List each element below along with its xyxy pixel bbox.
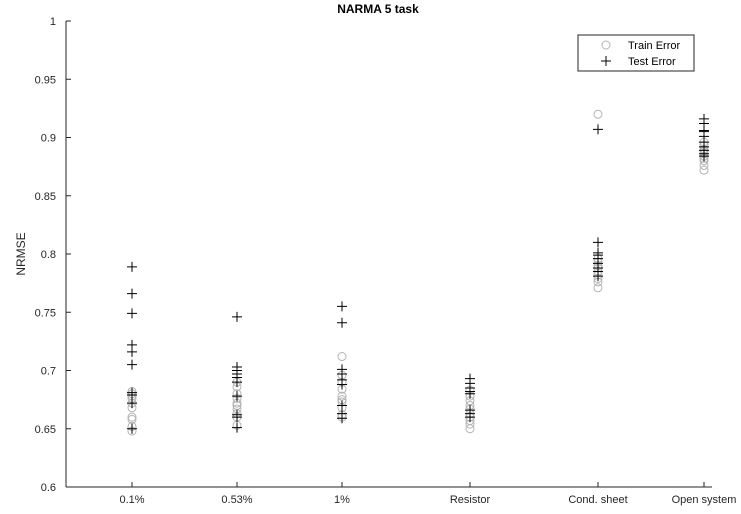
test-error-point [337,317,347,328]
x-tick-label: 1% [334,494,350,506]
y-tick-label: 0.75 [35,307,56,319]
test-error-point [699,113,709,124]
train-error-point [699,160,709,170]
y-tick-label: 0.95 [35,74,56,86]
y-ticks: 0.6 0.65 0.7 0.75 0.8 0.85 0.9 0.95 1 [35,16,71,494]
train-error-point [699,165,709,175]
test-error-point [593,237,603,248]
x-tick-label: Cond. sheet [568,494,627,506]
test-error-series [127,113,709,434]
train-error-point [127,412,137,422]
test-error-point [593,247,603,258]
test-error-point [232,422,242,433]
x-tick-label: 0.53% [221,494,252,506]
y-tick-label: 0.6 [41,482,56,494]
train-error-point [465,424,475,434]
test-error-point [232,391,242,402]
test-error-point [593,124,603,135]
train-error-point [337,391,347,401]
test-error-point [127,288,137,299]
y-tick-label: 1 [50,16,56,28]
x-tick-label: Open system [672,494,737,506]
legend-train-marker [601,40,611,50]
test-error-point [232,409,242,420]
y-tick-label: 0.8 [41,249,56,261]
chart-title: NARMA 5 task [337,2,419,16]
train-error-point [337,352,347,362]
legend-box [577,34,695,72]
train-error-point [593,283,603,293]
test-error-point [337,364,347,375]
test-error-point [127,339,137,350]
y-tick-label: 0.65 [35,424,56,436]
legend-test-marker [601,56,611,66]
train-error-point [127,414,137,424]
plot-area: 0.6 0.65 0.7 0.75 0.8 0.85 0.9 0.95 1 0.1% 0.53% 1… [35,16,737,506]
test-error-point [127,261,137,272]
data-markers [127,109,709,436]
test-error-point [127,359,137,370]
test-error-point [465,405,475,416]
y-tick-label: 0.85 [35,191,56,203]
test-error-point [232,362,242,373]
test-error-point [127,423,137,434]
x-tick-label: Resistor [450,494,491,506]
x-tick-label: 0.1% [119,494,144,506]
test-error-point [127,308,137,319]
x-ticks: 0.1% 0.53% 1% Resistor Cond. sheet Open syste… [119,482,736,506]
train-error-point [232,400,242,410]
legend-test-label: Test Error [628,56,676,68]
test-error-point [465,373,475,384]
test-error-point [127,387,137,398]
legend: Train Error Test Error [577,34,695,72]
train-error-series [127,109,709,436]
test-error-point [337,400,347,411]
train-error-point [593,109,603,119]
legend-train-label: Train Error [628,40,680,52]
test-error-point [337,301,347,312]
y-tick-label: 0.7 [41,366,56,378]
y-axis-title: NRMSE [14,232,28,275]
y-tick-label: 0.9 [41,133,56,145]
test-error-point [232,311,242,322]
